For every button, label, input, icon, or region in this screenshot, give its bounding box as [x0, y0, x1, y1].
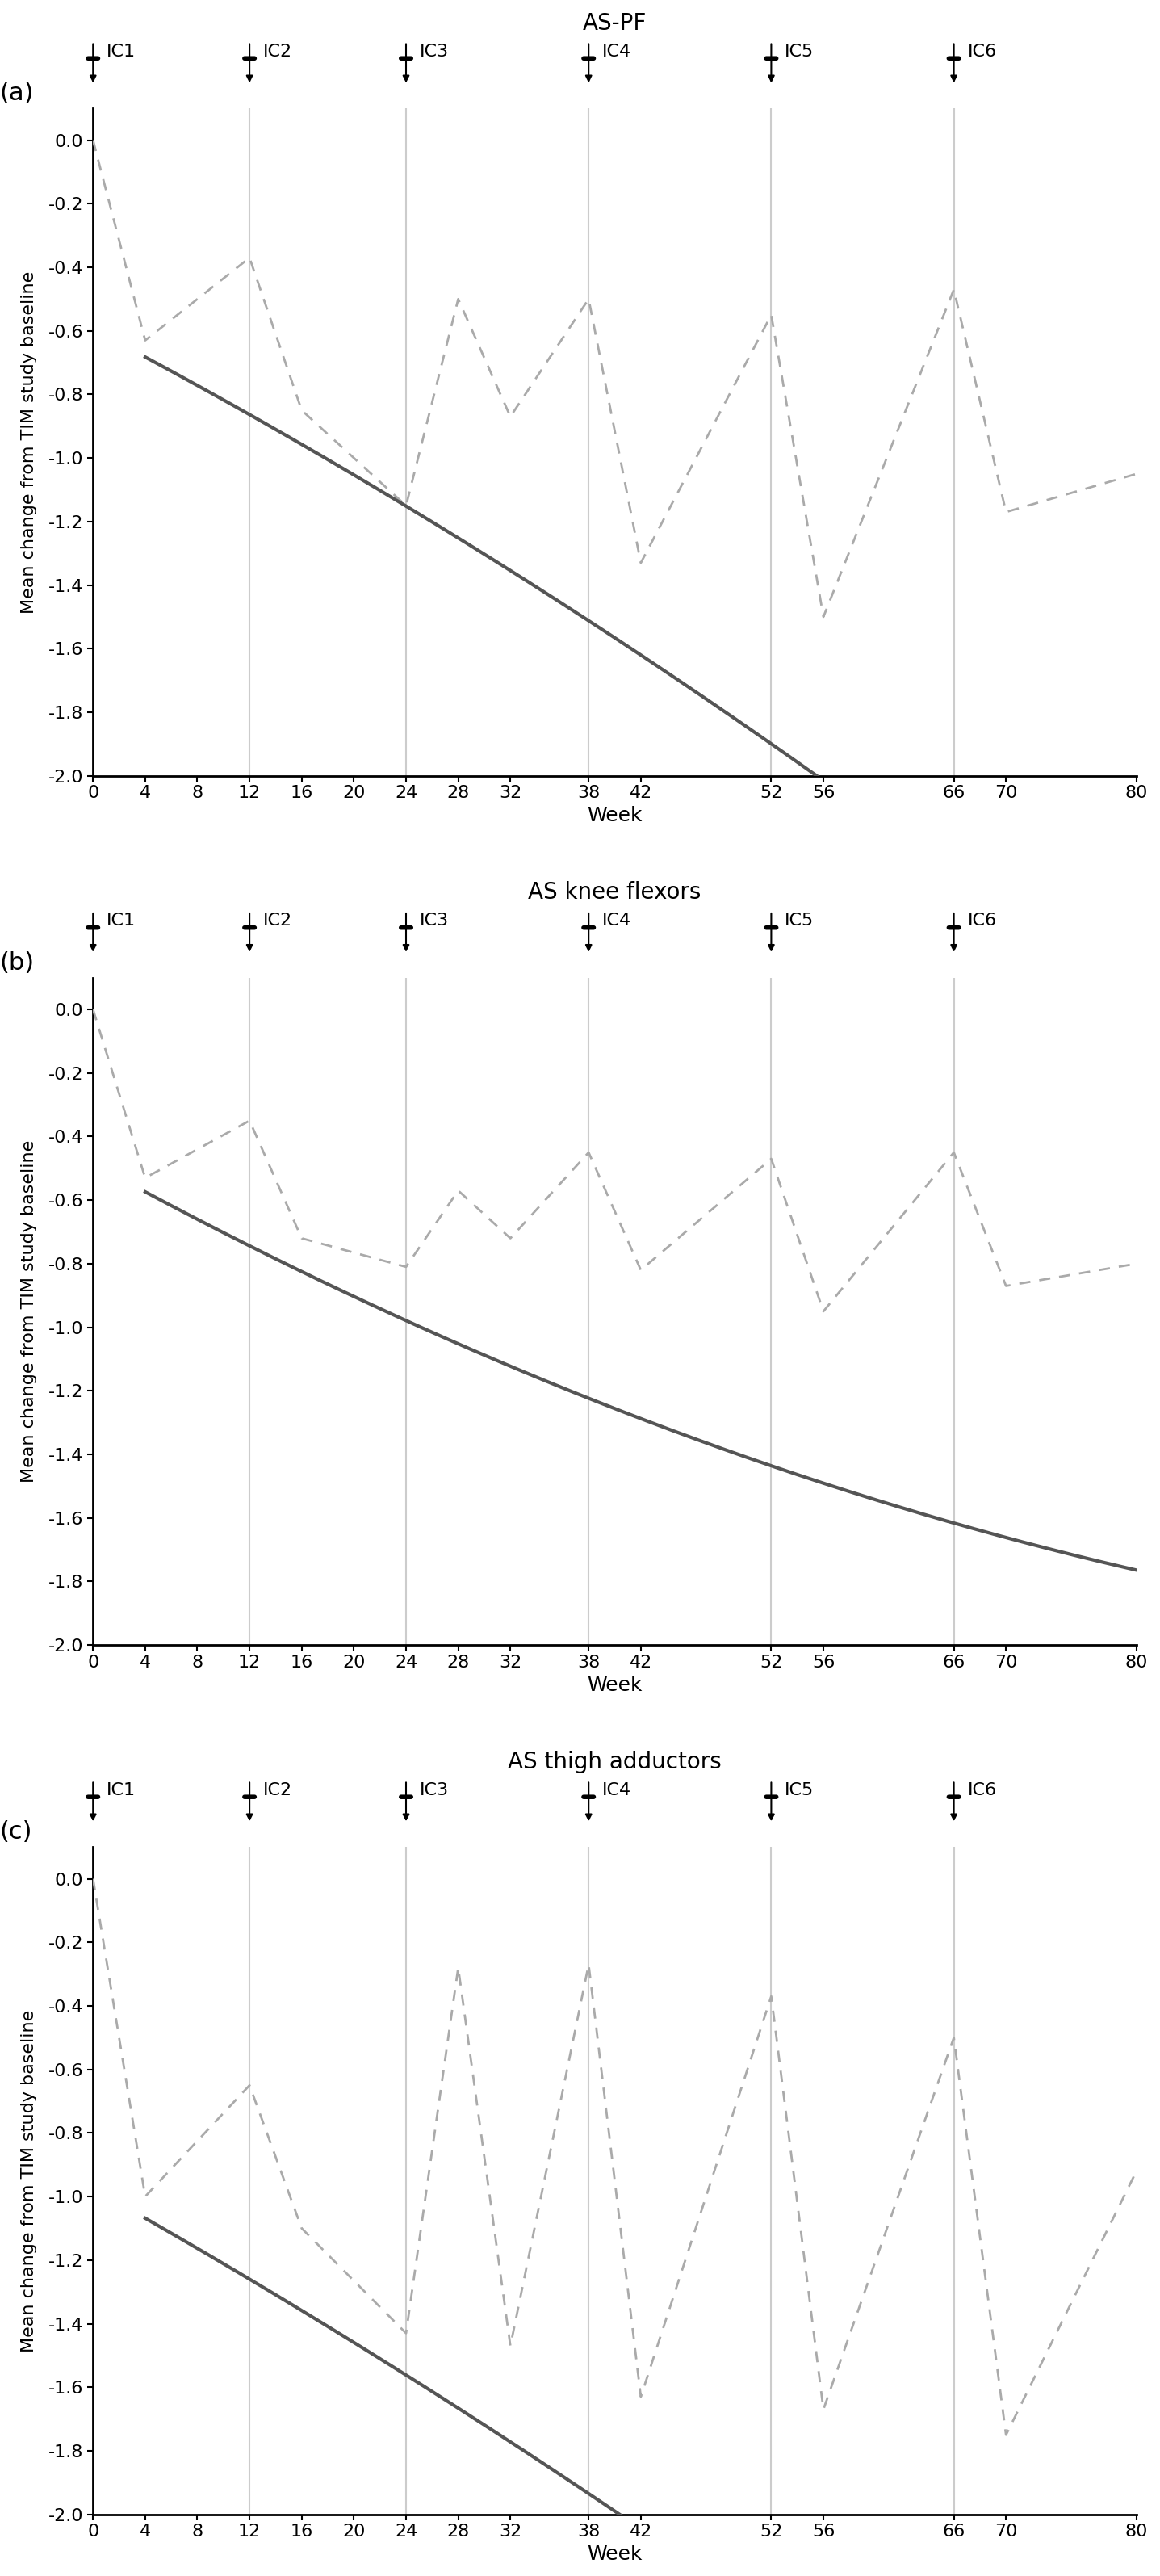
Text: IC6: IC6 [967, 44, 996, 59]
Text: IC3: IC3 [420, 912, 449, 930]
Title: AS knee flexors: AS knee flexors [528, 881, 702, 904]
Title: AS-PF: AS-PF [582, 13, 647, 33]
Title: AS thigh adductors: AS thigh adductors [508, 1752, 722, 1772]
Text: IC1: IC1 [107, 44, 136, 59]
Text: IC3: IC3 [420, 44, 449, 59]
Y-axis label: Mean change from TIM study baseline: Mean change from TIM study baseline [21, 2009, 37, 2352]
X-axis label: Week: Week [587, 806, 643, 824]
Text: IC4: IC4 [602, 1783, 631, 1798]
Text: IC2: IC2 [263, 1783, 292, 1798]
Text: IC5: IC5 [785, 912, 814, 930]
Text: IC3: IC3 [420, 1783, 449, 1798]
Text: (b): (b) [0, 951, 34, 974]
Text: IC2: IC2 [263, 912, 292, 930]
Text: IC1: IC1 [107, 912, 136, 930]
Text: IC5: IC5 [785, 1783, 814, 1798]
Text: (a): (a) [0, 82, 34, 106]
X-axis label: Week: Week [587, 2545, 643, 2563]
Text: IC5: IC5 [785, 44, 814, 59]
X-axis label: Week: Week [587, 1674, 643, 1695]
Text: IC2: IC2 [263, 44, 292, 59]
Text: (c): (c) [0, 1821, 31, 1844]
Text: IC6: IC6 [967, 912, 996, 930]
Text: IC4: IC4 [602, 44, 631, 59]
Text: IC4: IC4 [602, 912, 631, 930]
Text: IC6: IC6 [967, 1783, 996, 1798]
Text: IC1: IC1 [107, 1783, 136, 1798]
Y-axis label: Mean change from TIM study baseline: Mean change from TIM study baseline [21, 270, 37, 613]
Y-axis label: Mean change from TIM study baseline: Mean change from TIM study baseline [21, 1141, 37, 1484]
